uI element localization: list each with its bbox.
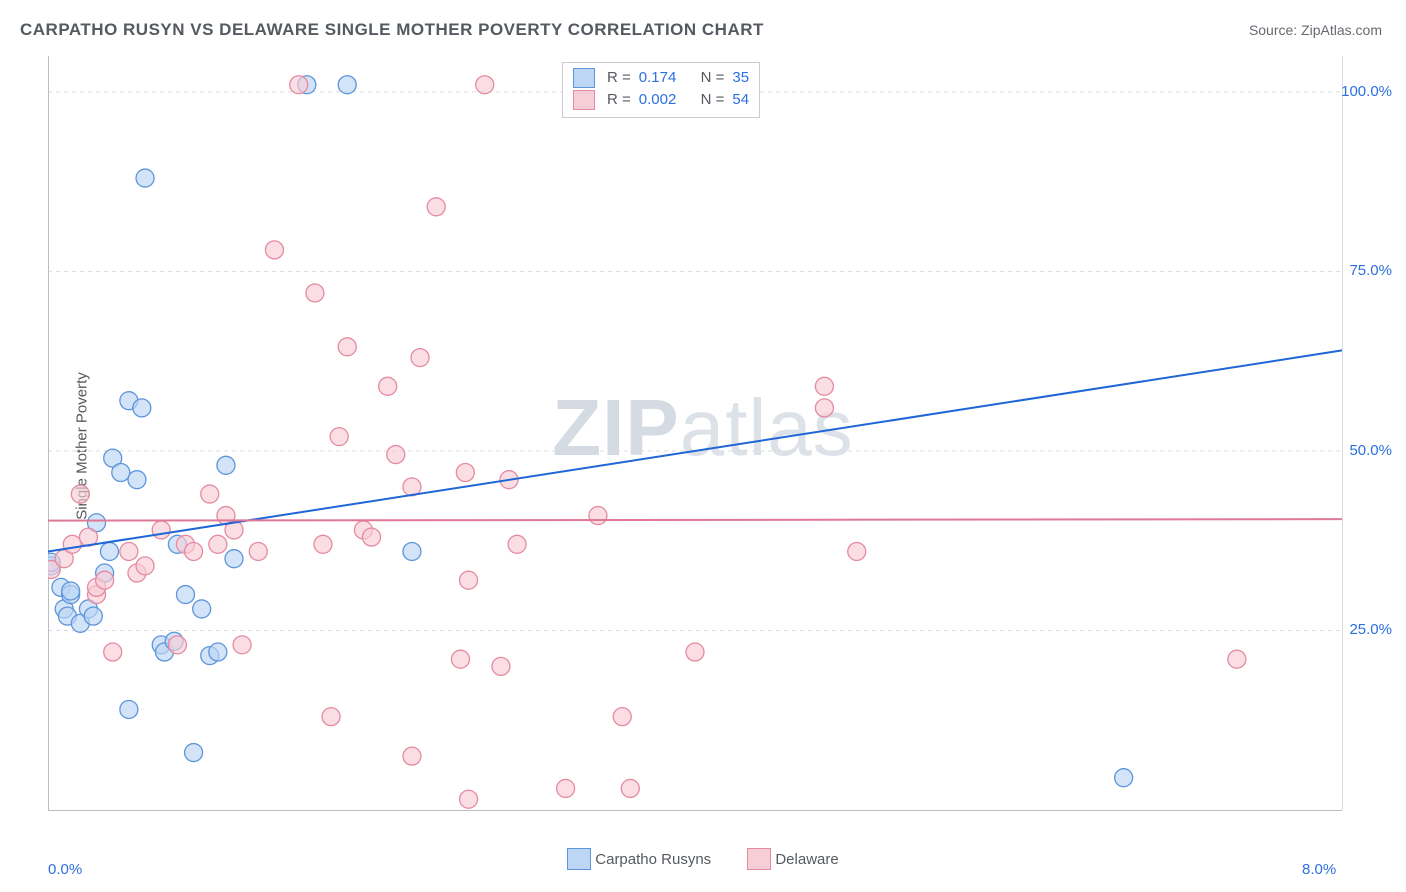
n-label: N = [701,89,725,111]
legend-correlation-row: R = 0.174 N = 35 [573,67,749,89]
legend-label-b: Delaware [775,851,838,868]
chart-container: CARPATHO RUSYN VS DELAWARE SINGLE MOTHER… [0,0,1406,892]
legend-label-a: Carpatho Rusyns [595,851,711,868]
n-label: N = [701,67,725,89]
legend-swatch-b [747,848,771,870]
legend-series: Carpatho Rusyns Delaware [0,848,1406,874]
y-tick-label: 100.0% [1341,83,1392,100]
y-tick-label: 50.0% [1349,442,1392,459]
n-value: 35 [732,67,749,89]
r-label: R = [607,89,631,111]
legend-item-a: Carpatho Rusyns [567,848,711,870]
source-label: Source: [1249,22,1297,38]
legend-correlation-row: R = 0.002 N = 54 [573,89,749,111]
legend-swatch [573,68,595,88]
y-tick-label: 75.0% [1349,262,1392,279]
scatter-plot [48,56,1394,848]
source-attribution: Source: ZipAtlas.com [1249,22,1382,38]
n-value: 54 [732,89,749,111]
legend-swatch-a [567,848,591,870]
chart-title: CARPATHO RUSYN VS DELAWARE SINGLE MOTHER… [20,20,764,40]
r-value: 0.174 [639,67,677,89]
r-label: R = [607,67,631,89]
source-value: ZipAtlas.com [1301,22,1382,38]
legend-swatch [573,90,595,110]
r-value: 0.002 [639,89,677,111]
legend-item-b: Delaware [747,848,838,870]
legend-correlation-box: R = 0.174 N = 35R = 0.002 N = 54 [562,62,760,118]
y-tick-label: 25.0% [1349,621,1392,638]
